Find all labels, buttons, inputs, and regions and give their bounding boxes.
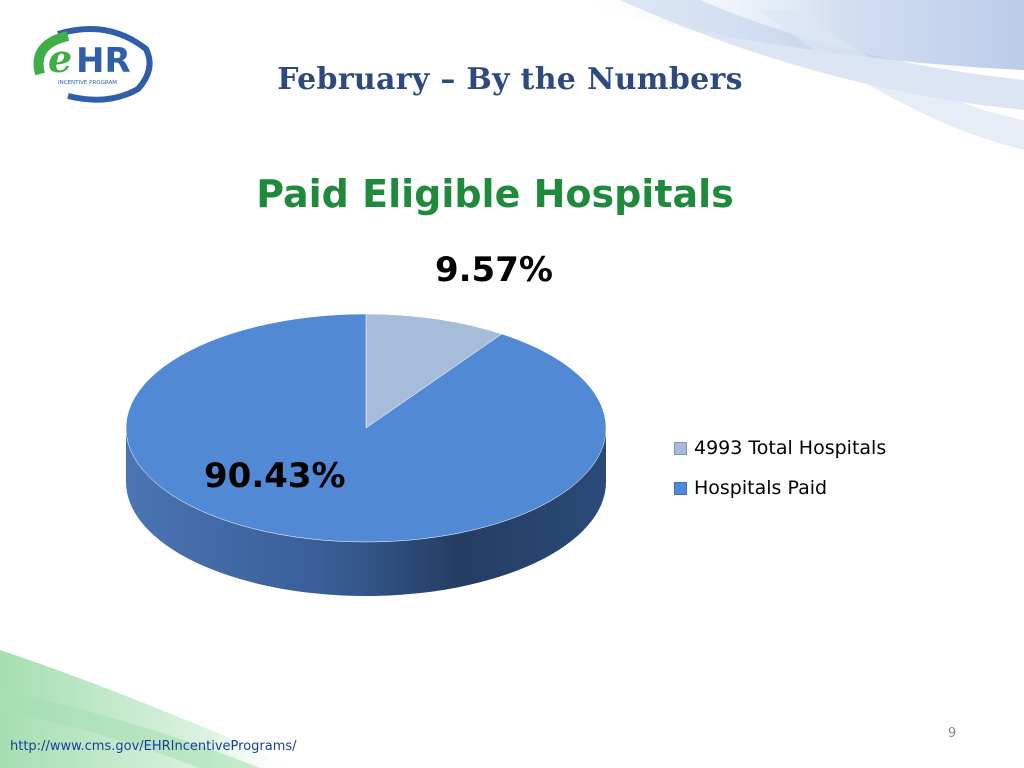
legend-swatch-hospitals-paid xyxy=(674,481,687,495)
ehr-logo: e HR INCENTIVE PROGRAM xyxy=(33,26,153,103)
pie-slice-total-hospitals xyxy=(365,313,503,429)
slide-title: February – By the Numbers xyxy=(277,62,743,97)
data-label-total-hospitals: 9.57% xyxy=(434,250,553,290)
legend-swatch-total-hospitals xyxy=(674,441,687,455)
legend-label-total-hospitals: 4993 Total Hospitals xyxy=(694,437,887,459)
logo-hr: HR xyxy=(76,41,131,81)
legend-label-hospitals-paid: Hospitals Paid xyxy=(694,477,828,499)
data-label-hospitals-paid: 90.43% xyxy=(204,456,346,496)
legend-item-hospitals-paid: Hospitals Paid xyxy=(674,468,886,508)
chart-legend: 4993 Total Hospitals Hospitals Paid xyxy=(674,428,886,508)
legend-item-total-hospitals: 4993 Total Hospitals xyxy=(674,428,886,468)
logo-e: e xyxy=(48,36,72,81)
page-number: 9 xyxy=(948,726,957,741)
footer-url-link[interactable]: http://www.cms.gov/EHRIncentivePrograms/ xyxy=(10,739,297,754)
pie-side xyxy=(126,428,606,596)
logo-subtext: INCENTIVE PROGRAM xyxy=(58,80,117,86)
pie-slice-hospitals-paid xyxy=(125,313,607,543)
chart-title: Paid Eligible Hospitals xyxy=(256,172,734,216)
